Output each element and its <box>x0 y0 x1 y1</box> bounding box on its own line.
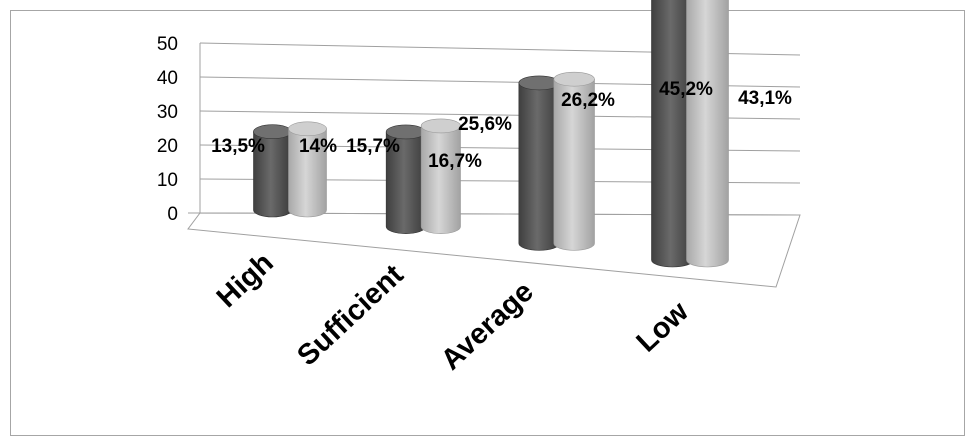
data-labels: 13,5% 14% 15,7% 16,7% 25,6% 26,2% 45,2% 43,1% <box>211 79 792 172</box>
y-tick-label: 50 <box>157 34 178 55</box>
data-label: 45,2% <box>659 79 713 100</box>
floor <box>187 212 801 288</box>
chart-frame <box>10 10 965 436</box>
data-label: 15,7% <box>346 136 400 157</box>
bar-average-series-2 <box>553 71 595 251</box>
bar-average-series-1 <box>518 75 560 251</box>
y-tick-label: 10 <box>157 170 178 191</box>
x-tick-label: Average <box>435 276 540 377</box>
y-tick-label: 30 <box>157 102 178 123</box>
data-label: 13,5% <box>211 136 265 157</box>
y-axis: 0 10 20 30 40 50 <box>157 34 178 225</box>
bar-high-series-2 <box>288 121 327 218</box>
plot-area <box>253 0 729 268</box>
bar-sufficient-series-1 <box>385 124 426 234</box>
bar-sufficient-series-2 <box>420 118 461 234</box>
x-tick-label: Low <box>631 295 696 358</box>
y-tick-label: 40 <box>157 68 178 89</box>
y-tick-label: 0 <box>167 204 178 225</box>
data-label: 25,6% <box>458 114 512 135</box>
bar-low-series-2 <box>686 0 729 268</box>
bar-high-series-1 <box>253 124 292 218</box>
data-label: 14% <box>299 136 337 157</box>
data-label: 16,7% <box>428 151 482 172</box>
data-label: 26,2% <box>561 90 615 111</box>
x-tick-label: Sufficient <box>291 258 410 372</box>
x-tick-label: High <box>211 247 280 314</box>
y-tick-label: 20 <box>157 136 178 157</box>
x-axis: High Sufficient Average Low <box>211 247 695 377</box>
data-label: 43,1% <box>738 88 792 109</box>
